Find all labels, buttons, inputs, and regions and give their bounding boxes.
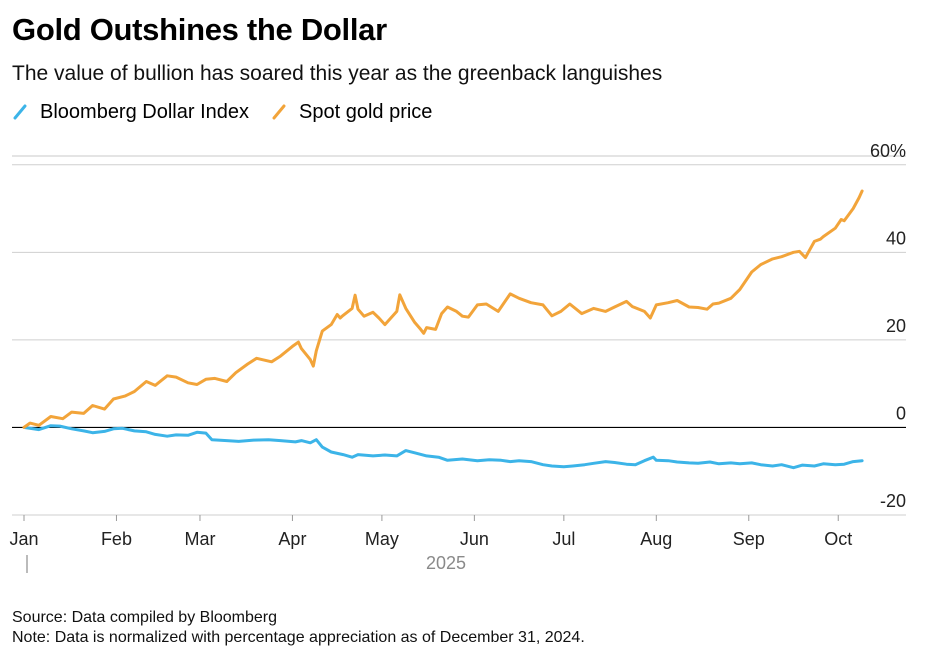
x-tick-label: Sep: [733, 529, 765, 549]
x-tick-label: Oct: [824, 529, 852, 549]
year-label: 2025: [426, 553, 466, 573]
x-tick-label: Jan: [9, 529, 38, 549]
legend-label-dollar: Bloomberg Dollar Index: [40, 100, 249, 123]
chart-title: Gold Outshines the Dollar: [12, 12, 387, 47]
legend-swatch-dollar: [13, 104, 27, 120]
legend: Bloomberg Dollar Index Spot gold price: [12, 99, 454, 125]
legend-item-gold: Spot gold price: [271, 101, 432, 124]
legend-swatch-gold: [272, 104, 286, 120]
legend-item-dollar: Bloomberg Dollar Index: [12, 101, 249, 124]
legend-label-gold: Spot gold price: [299, 100, 433, 123]
series-line-dollar: [22, 424, 864, 470]
legend-line-dollar: [13, 104, 27, 120]
y-tick-label: 20: [886, 316, 906, 336]
y-tick-label: 0: [896, 403, 906, 423]
source-note: Source: Data compiled by Bloomberg: [12, 609, 278, 626]
series-line-gold: [22, 189, 864, 429]
line-chart: 60% 40 20 0 -20 Jan Feb Mar Apr May Jun Jul Aug Sep Oc…: [9, 141, 906, 573]
footer: Source: Data compiled by Bloomberg Note:…: [12, 608, 585, 648]
x-tick-label: Jul: [552, 529, 575, 549]
y-tick-label: 40: [886, 228, 906, 248]
x-tick-label: Feb: [101, 529, 132, 549]
x-tick-label: Aug: [640, 529, 672, 549]
normalization-note: Note: Data is normalized with percentage…: [12, 629, 585, 646]
legend-line-gold: [272, 104, 286, 120]
y-tick-label: 60%: [870, 141, 906, 161]
x-tick-label: Apr: [278, 529, 306, 549]
y-tick-label: -20: [880, 491, 906, 511]
x-tick-label: May: [365, 529, 399, 549]
x-tick-label: Jun: [460, 529, 489, 549]
x-tick-label: Mar: [184, 529, 215, 549]
chart-subtitle: The value of bullion has soared this yea…: [12, 62, 663, 85]
